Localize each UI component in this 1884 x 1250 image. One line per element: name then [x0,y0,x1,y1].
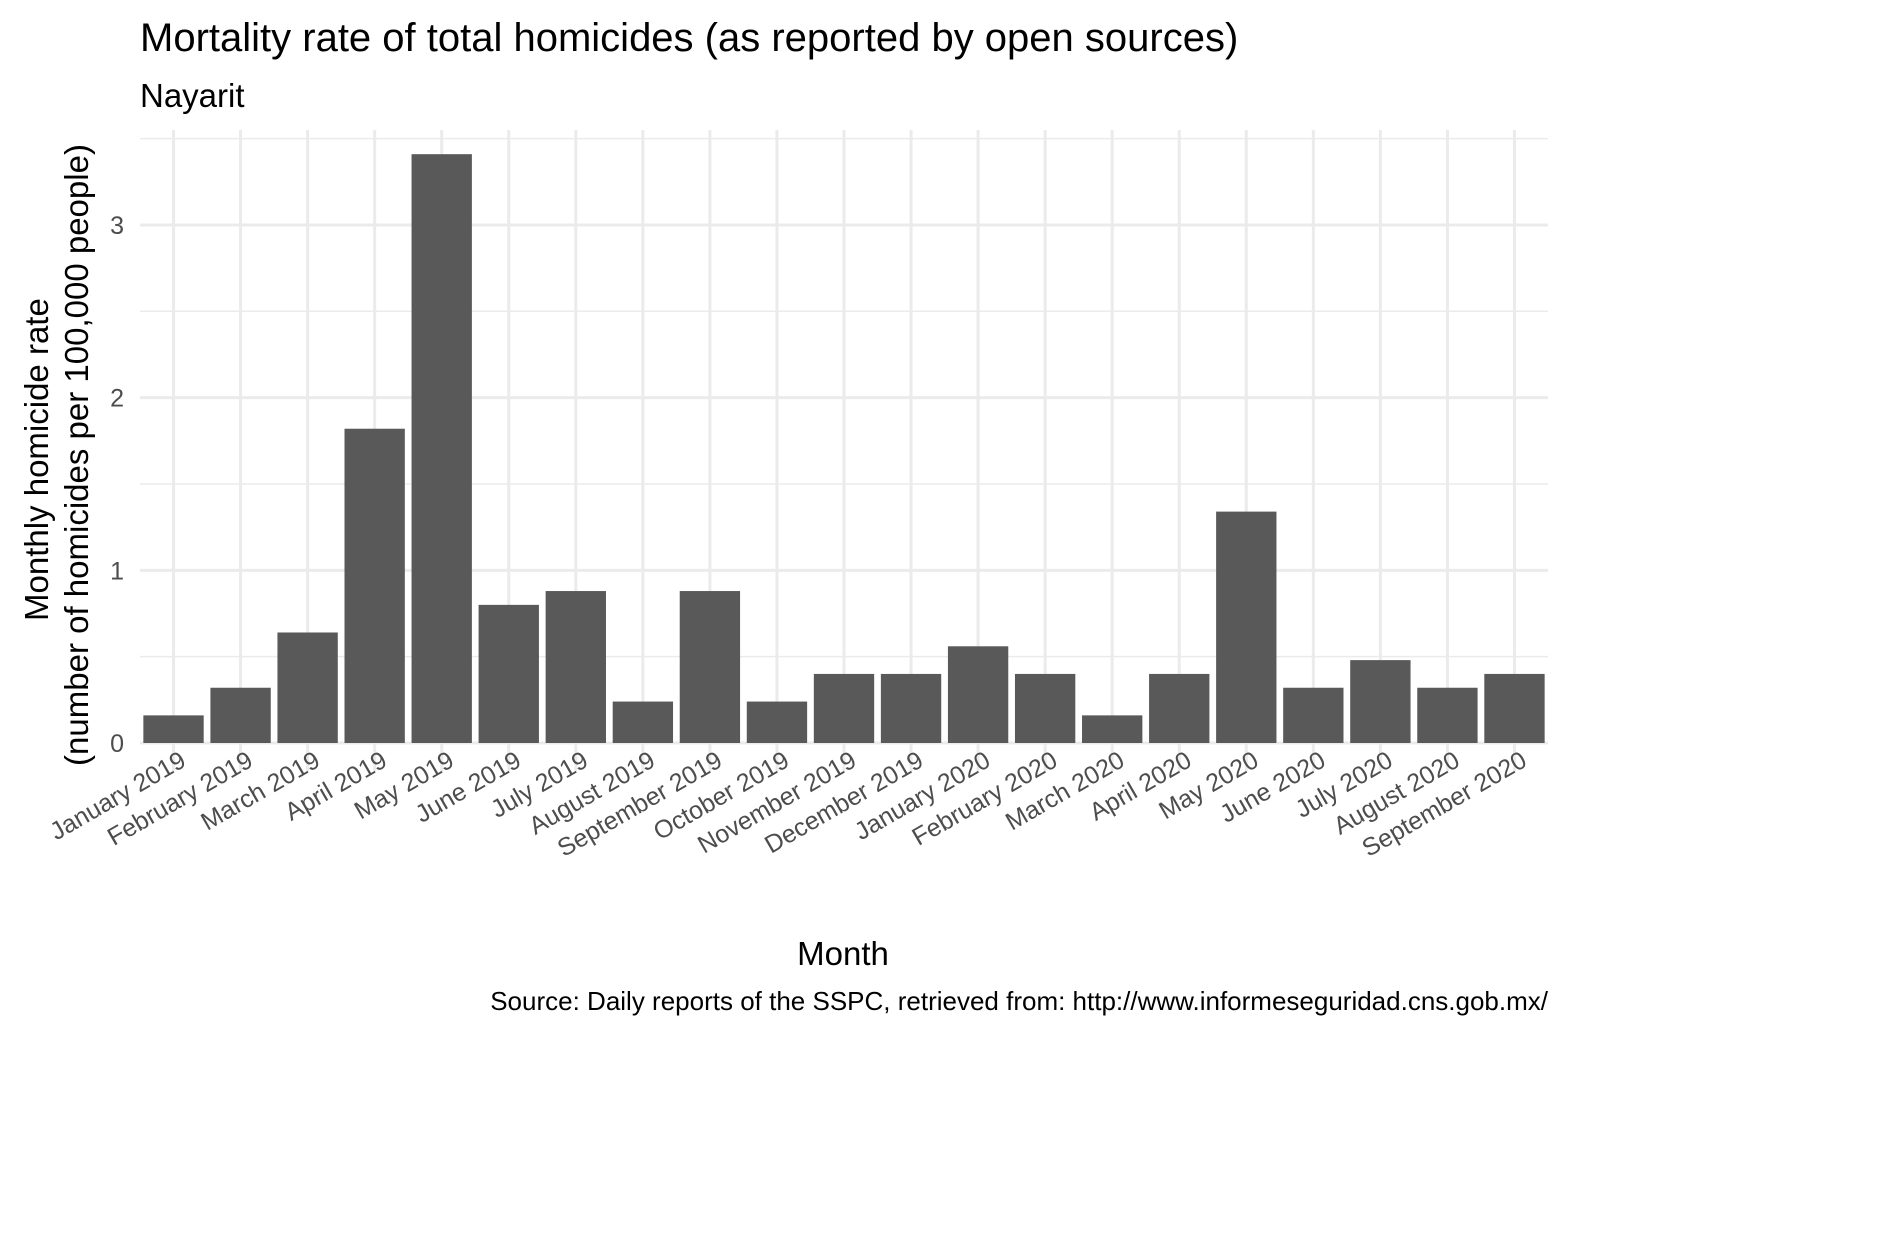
bar [880,673,942,743]
y-axis-title-line-1: Monthly homicide rate [18,298,55,621]
bar [1014,673,1076,743]
bar [344,428,405,743]
y-axis-title-line-2: (number of homicides per 100,000 people) [58,144,95,766]
bar [679,591,741,743]
bar [1216,511,1277,743]
y-tick-label: 3 [110,212,124,240]
bar [210,687,271,743]
bar [545,591,606,743]
y-axis-title: Monthly homicide rate (number of homicid… [18,144,95,766]
bar [1283,687,1344,743]
bar [746,701,808,743]
bar [947,646,1009,743]
bar [1082,715,1143,743]
bar [1484,673,1545,743]
bar [411,154,472,743]
bar [1417,687,1478,743]
chart-subtitle: Nayarit [140,77,245,114]
bar [1350,660,1411,743]
x-axis-title: Month [797,935,889,972]
chart-caption: Source: Daily reports of the SSPC, retri… [490,986,1548,1016]
bar [277,632,338,743]
bar [612,701,674,743]
chart-title: Mortality rate of total homicides (as re… [140,16,1239,60]
bar [478,604,539,743]
bar [143,715,204,743]
y-tick-label: 1 [110,557,124,585]
bar [813,673,875,743]
bar [1149,673,1210,743]
y-tick-label: 2 [110,385,124,413]
y-axis-ticks: 0 1 2 3 [110,212,124,758]
y-tick-label: 0 [110,730,124,758]
bars [143,154,1545,743]
